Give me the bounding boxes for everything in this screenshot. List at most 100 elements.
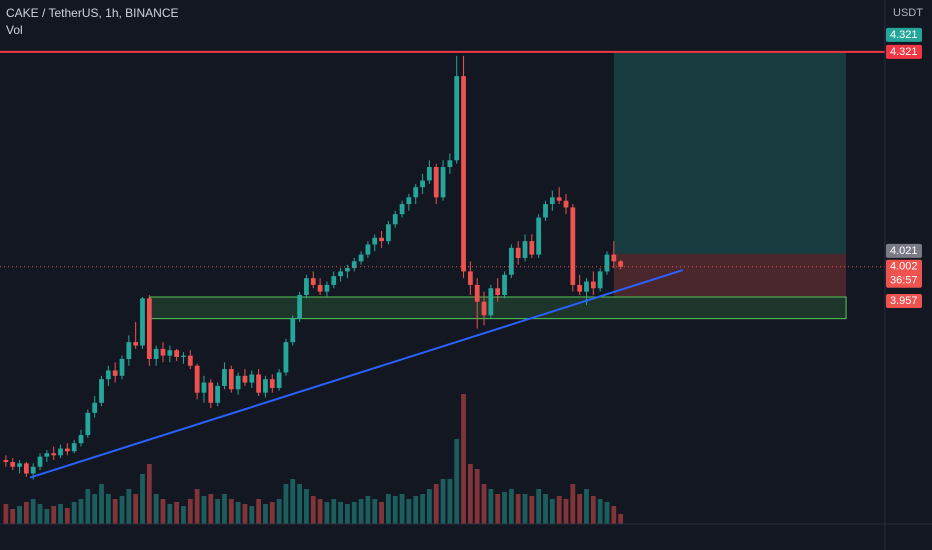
candle-body xyxy=(413,187,419,198)
volume-bar xyxy=(249,506,255,524)
volume-bar xyxy=(618,514,624,524)
volume-bar xyxy=(167,504,173,524)
volume-bar xyxy=(338,502,343,524)
volume-bar xyxy=(297,484,302,524)
candle-body xyxy=(433,167,439,198)
candle-body xyxy=(502,274,507,296)
candle-body xyxy=(420,180,425,188)
candle-body xyxy=(386,224,391,242)
volume-bar xyxy=(324,502,330,524)
stop-label: 3.957 xyxy=(890,295,918,307)
volume-bar xyxy=(351,502,357,524)
candle-body xyxy=(549,197,555,205)
volume-bar xyxy=(71,502,77,524)
volume-label: Vol xyxy=(6,23,23,37)
volume-bar xyxy=(358,499,364,524)
volume-bar xyxy=(208,494,214,524)
volume-bar xyxy=(283,484,289,524)
candle-body xyxy=(351,261,357,269)
candle-body xyxy=(590,281,596,289)
candle-body xyxy=(379,237,384,242)
volume-bar xyxy=(92,494,98,524)
volume-bar xyxy=(78,499,84,524)
candle-body xyxy=(488,288,494,316)
candle-body xyxy=(146,298,152,359)
last-price-bg xyxy=(886,259,922,288)
candle-body xyxy=(481,301,487,316)
volume-bar xyxy=(44,509,50,524)
candle-body xyxy=(119,358,125,376)
volume-bar xyxy=(228,499,234,524)
candle-body xyxy=(126,342,132,359)
candle-body xyxy=(563,200,569,208)
stop-label-bg xyxy=(886,294,922,309)
candle-body xyxy=(406,197,412,205)
candle-body xyxy=(522,241,528,258)
candle-body xyxy=(249,374,255,383)
volume xyxy=(3,394,624,524)
candle-body xyxy=(256,374,262,393)
volume-bar xyxy=(58,504,63,524)
position-target-zone xyxy=(613,51,847,254)
trendline xyxy=(29,269,684,479)
candle-body xyxy=(515,247,521,258)
volume-bar xyxy=(426,489,432,524)
candle-body xyxy=(543,204,548,218)
candle-body xyxy=(85,412,91,436)
candle-body xyxy=(215,385,221,403)
overlay xyxy=(149,51,847,320)
candle-body xyxy=(242,375,248,383)
candle-body xyxy=(440,167,446,198)
candle-body xyxy=(508,247,514,275)
volume-bar xyxy=(160,499,166,524)
volume-bar xyxy=(310,496,316,524)
volume-bar xyxy=(242,504,248,524)
volume-bar xyxy=(215,499,221,524)
volume-bar xyxy=(481,484,487,524)
volume-bar xyxy=(126,489,132,524)
candle-body xyxy=(345,268,350,272)
target-label-bg xyxy=(886,27,922,42)
candle-body xyxy=(23,463,29,474)
candle-body xyxy=(399,204,405,215)
volume-bar xyxy=(187,499,193,524)
volume-bar xyxy=(23,502,29,524)
volume-bar xyxy=(10,509,16,524)
candle-body xyxy=(317,284,323,292)
volume-bar xyxy=(461,394,466,524)
volume-bar xyxy=(584,489,589,524)
candle-body xyxy=(529,241,535,255)
volume-bar xyxy=(488,489,494,524)
volume-bar xyxy=(331,499,337,524)
candle-body xyxy=(167,350,173,356)
volume-bar xyxy=(133,494,139,524)
candle-body xyxy=(187,355,193,366)
candle-body xyxy=(324,284,330,292)
candle-body xyxy=(58,448,63,456)
volume-bar xyxy=(508,489,514,524)
volume-bar xyxy=(119,496,125,524)
volume-bar xyxy=(263,504,268,524)
candle-body xyxy=(140,298,145,346)
candle-body xyxy=(570,207,576,285)
volume-bar xyxy=(386,494,391,524)
volume-bar xyxy=(372,499,378,524)
candle-body xyxy=(611,254,617,262)
candle-body xyxy=(604,254,610,272)
volume-bar xyxy=(222,494,227,524)
candle-body xyxy=(358,254,364,262)
candle-body xyxy=(338,271,343,277)
candle-body xyxy=(577,284,583,292)
last-price-label: 4.002 xyxy=(890,261,918,273)
volume-bar xyxy=(99,484,104,524)
volume-bar xyxy=(406,499,412,524)
entry-label-bg xyxy=(886,243,922,258)
candle-body xyxy=(269,379,275,388)
volume-bar xyxy=(474,469,480,524)
volume-bar xyxy=(563,499,569,524)
candle-body xyxy=(536,217,542,255)
volume-bar xyxy=(140,474,145,524)
volume-bar xyxy=(515,494,521,524)
volume-bar xyxy=(590,496,596,524)
candle-body xyxy=(30,466,36,474)
